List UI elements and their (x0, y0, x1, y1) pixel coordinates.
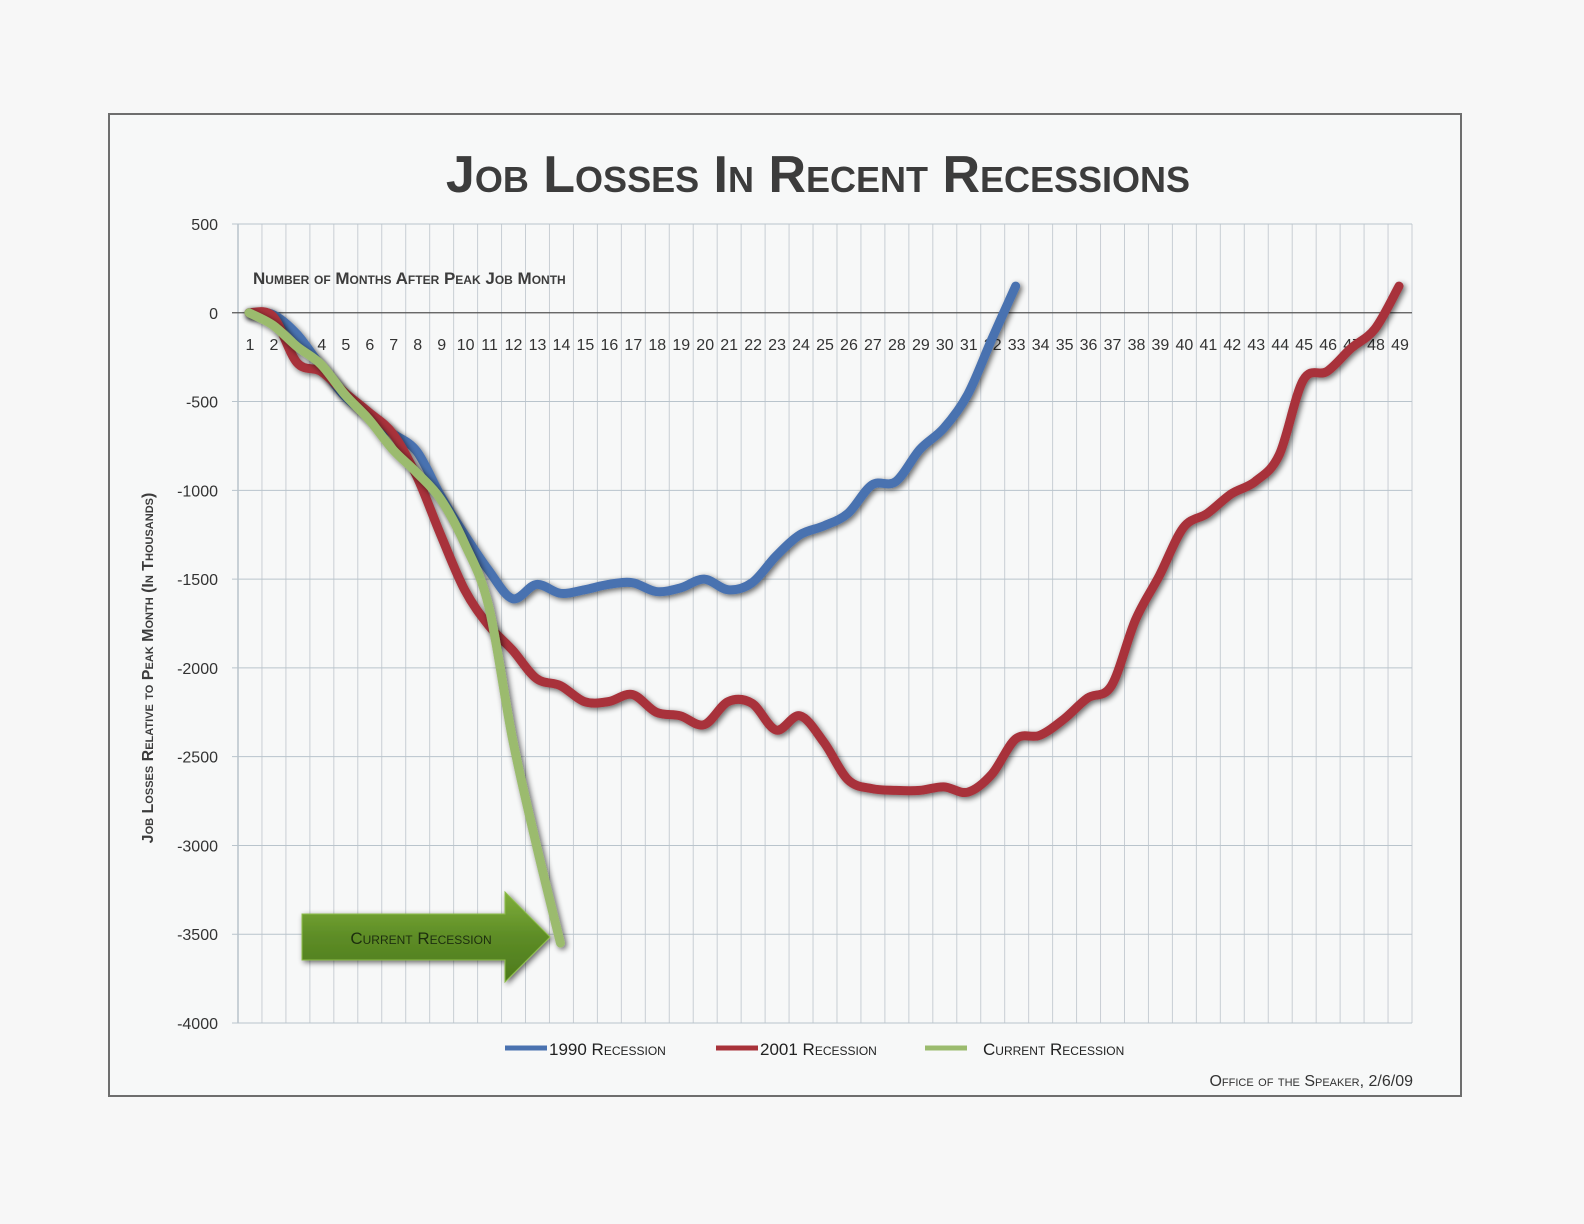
y-tick-label: -4000 (177, 1016, 218, 1033)
x-tick-label: 44 (1271, 337, 1289, 354)
x-tick-label: 1 (246, 337, 255, 354)
x-tick-label: 6 (365, 337, 374, 354)
x-tick-label: 19 (672, 337, 690, 354)
x-tick-label: 18 (648, 337, 666, 354)
x-tick-label: 14 (553, 337, 571, 354)
x-tick-label: 46 (1319, 337, 1337, 354)
x-tick-label: 5 (341, 337, 350, 354)
x-tick-label: 22 (744, 337, 762, 354)
x-tick-label: 42 (1223, 337, 1241, 354)
y-tick-label: 500 (191, 217, 218, 234)
x-tick-label: 28 (888, 337, 906, 354)
x-tick-label: 25 (816, 337, 834, 354)
x-tick-label: 33 (1008, 337, 1026, 354)
arrow-label: Current Recession (350, 929, 491, 948)
x-tick-label: 9 (437, 337, 446, 354)
x-tick-label: 8 (413, 337, 422, 354)
x-tick-label: 45 (1295, 337, 1313, 354)
y-tick-label: 0 (209, 306, 218, 323)
x-tick-label: 12 (505, 337, 523, 354)
x-tick-label: 26 (840, 337, 858, 354)
y-tick-label: -1000 (177, 483, 218, 500)
y-axis-label: Job Losses Relative to Peak Month (In Th… (140, 493, 157, 844)
x-axis-label: Number of Months After Peak Job Month (253, 269, 566, 288)
x-tick-label: 17 (624, 337, 642, 354)
y-tick-label: -3000 (177, 838, 218, 855)
x-tick-label: 15 (577, 337, 595, 354)
x-tick-label: 30 (936, 337, 954, 354)
x-tick-label: 2 (269, 337, 278, 354)
x-tick-label: 36 (1080, 337, 1098, 354)
x-tick-label: 40 (1175, 337, 1193, 354)
x-tick-label: 13 (529, 337, 547, 354)
x-tick-label: 27 (864, 337, 882, 354)
y-tick-label: -3500 (177, 927, 218, 944)
y-tick-label: -2500 (177, 750, 218, 767)
series-line-1 (244, 281, 1021, 604)
series-line-2 (244, 281, 1404, 798)
x-tick-label: 49 (1391, 337, 1409, 354)
x-tick-label: 34 (1032, 337, 1050, 354)
y-tick-label: -500 (186, 395, 218, 412)
x-tick-label: 29 (912, 337, 930, 354)
x-tick-label: 43 (1247, 337, 1265, 354)
x-tick-label: 11 (481, 337, 498, 354)
chart-title: Job Losses In Recent Recessions (446, 146, 1190, 204)
series-line-3 (244, 308, 565, 948)
x-tick-label: 31 (960, 337, 978, 354)
legend-label: Current Recession (983, 1040, 1124, 1059)
x-tick-label: 21 (720, 337, 738, 354)
x-tick-label: 7 (389, 337, 398, 354)
legend-label: 2001 Recession (760, 1040, 877, 1059)
x-tick-label: 41 (1199, 337, 1217, 354)
legend-label: 1990 Recession (549, 1040, 666, 1059)
x-tick-label: 20 (696, 337, 714, 354)
x-tick-label: 38 (1128, 337, 1146, 354)
x-tick-label: 16 (600, 337, 618, 354)
x-tick-label: 10 (457, 337, 475, 354)
x-tick-label: 39 (1152, 337, 1170, 354)
source-note: Office of the Speaker, 2/6/09 (1209, 1073, 1413, 1090)
x-tick-label: 24 (792, 337, 810, 354)
current-recession-arrow: Current Recession (301, 890, 551, 984)
legend: 1990 Recession 2001 Recession Current Rece… (505, 1040, 1124, 1059)
x-tick-label: 4 (317, 337, 326, 354)
x-tick-label: 37 (1104, 337, 1122, 354)
y-tick-label: -1500 (177, 572, 218, 589)
x-tick-label: 48 (1367, 337, 1385, 354)
x-tick-label: 23 (768, 337, 786, 354)
x-tick-label: 35 (1056, 337, 1074, 354)
y-tick-label: -2000 (177, 661, 218, 678)
